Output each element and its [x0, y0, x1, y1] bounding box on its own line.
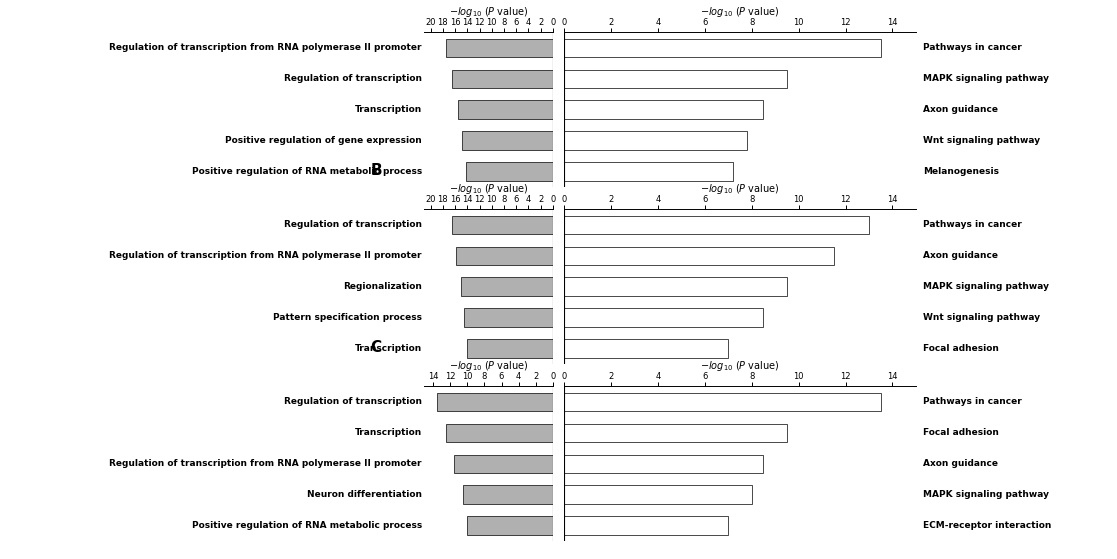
Bar	[564, 216, 869, 234]
X-axis label: $-log_{10}$ ($P$ value): $-log_{10}$ ($P$ value)	[449, 5, 528, 19]
Text: MAPK signaling pathway: MAPK signaling pathway	[923, 490, 1049, 499]
Bar	[456, 247, 553, 265]
Bar	[564, 101, 764, 119]
Text: Regionalization: Regionalization	[343, 282, 422, 291]
Text: Transcription: Transcription	[354, 428, 422, 437]
Bar	[564, 392, 880, 411]
X-axis label: $-log_{10}$ ($P$ value): $-log_{10}$ ($P$ value)	[449, 359, 528, 373]
Text: Pathways in cancer: Pathways in cancer	[923, 44, 1022, 53]
Bar	[466, 162, 553, 181]
Text: Regulation of transcription from RNA polymerase II promoter: Regulation of transcription from RNA pol…	[109, 44, 422, 53]
Text: MAPK signaling pathway: MAPK signaling pathway	[923, 74, 1049, 83]
Text: B: B	[371, 163, 382, 178]
Bar	[467, 517, 553, 535]
Bar	[458, 101, 553, 119]
Text: Axon guidance: Axon guidance	[923, 105, 997, 114]
X-axis label: $-log_{10}$ ($P$ value): $-log_{10}$ ($P$ value)	[449, 182, 528, 196]
Bar	[564, 517, 728, 535]
Bar	[564, 424, 786, 442]
Text: Wnt signaling pathway: Wnt signaling pathway	[923, 313, 1040, 322]
Text: Regulation of transcription: Regulation of transcription	[284, 220, 422, 229]
Text: Positive regulation of gene expression: Positive regulation of gene expression	[226, 136, 422, 145]
Text: Focal adhesion: Focal adhesion	[923, 428, 999, 437]
Bar	[564, 454, 764, 473]
Text: Pattern specification process: Pattern specification process	[273, 313, 422, 322]
Text: Transcription: Transcription	[354, 344, 422, 353]
Text: Neuron differentiation: Neuron differentiation	[307, 490, 422, 499]
Bar	[564, 485, 752, 504]
Bar	[452, 69, 553, 88]
Bar	[437, 392, 553, 411]
Text: Focal adhesion: Focal adhesion	[923, 344, 999, 353]
Text: Pathways in cancer: Pathways in cancer	[923, 397, 1022, 406]
Text: Wnt signaling pathway: Wnt signaling pathway	[923, 136, 1040, 145]
Text: A: A	[371, 0, 382, 1]
Bar	[446, 424, 553, 442]
Bar	[564, 39, 880, 57]
Text: Positive regulation of RNA metabolic process: Positive regulation of RNA metabolic pro…	[192, 167, 422, 176]
X-axis label: $-log_{10}$ ($P$ value): $-log_{10}$ ($P$ value)	[700, 359, 780, 373]
Bar	[461, 277, 553, 296]
Text: Regulation of transcription from RNA polymerase II promoter: Regulation of transcription from RNA pol…	[109, 459, 422, 468]
Bar	[564, 339, 728, 358]
Bar	[467, 339, 553, 358]
Bar	[455, 454, 553, 473]
X-axis label: $-log_{10}$ ($P$ value): $-log_{10}$ ($P$ value)	[700, 5, 780, 19]
Text: Transcription: Transcription	[354, 105, 422, 114]
Bar	[564, 162, 733, 181]
Bar	[462, 131, 553, 150]
X-axis label: $-log_{10}$ ($P$ value): $-log_{10}$ ($P$ value)	[700, 182, 780, 196]
Bar	[446, 39, 553, 57]
Bar	[465, 309, 553, 327]
Text: Axon guidance: Axon guidance	[923, 252, 997, 260]
Bar	[462, 485, 553, 504]
Text: Pathways in cancer: Pathways in cancer	[923, 220, 1022, 229]
Bar	[564, 69, 786, 88]
Text: Positive regulation of RNA metabolic process: Positive regulation of RNA metabolic pro…	[192, 521, 422, 530]
Text: Axon guidance: Axon guidance	[923, 459, 997, 468]
Bar	[564, 131, 747, 150]
Text: MAPK signaling pathway: MAPK signaling pathway	[923, 282, 1049, 291]
Text: ECM-receptor interaction: ECM-receptor interaction	[923, 521, 1051, 530]
Text: Melanogenesis: Melanogenesis	[923, 167, 999, 176]
Bar	[452, 216, 553, 234]
Text: C: C	[371, 340, 382, 355]
Bar	[564, 309, 764, 327]
Bar	[564, 277, 786, 296]
Text: Regulation of transcription from RNA polymerase II promoter: Regulation of transcription from RNA pol…	[109, 252, 422, 260]
Text: Regulation of transcription: Regulation of transcription	[284, 74, 422, 83]
Text: Regulation of transcription: Regulation of transcription	[284, 397, 422, 406]
Bar	[564, 247, 833, 265]
